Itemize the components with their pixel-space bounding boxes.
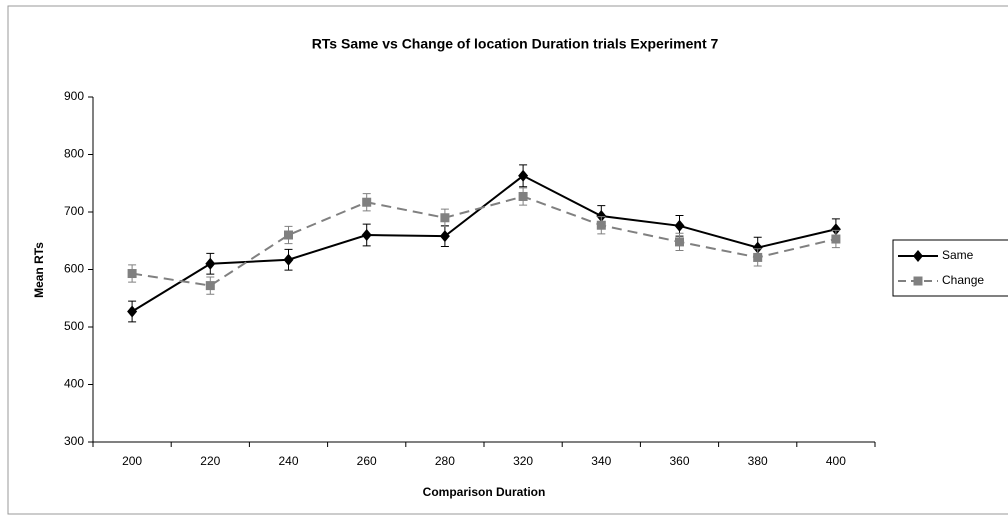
x-tick-label: 220 <box>200 454 220 468</box>
point <box>831 234 841 244</box>
point <box>439 230 450 243</box>
point <box>675 237 684 247</box>
y-tick-label: 800 <box>64 147 84 161</box>
point <box>362 197 372 207</box>
point <box>361 229 372 241</box>
x-tick-label: 240 <box>278 454 298 468</box>
legend-label: Same <box>942 248 974 262</box>
legend-marker <box>913 250 923 262</box>
x-tick-label: 400 <box>826 454 846 468</box>
point <box>674 219 685 232</box>
legend-label: Change <box>942 273 984 287</box>
point <box>440 213 450 223</box>
point <box>830 223 841 236</box>
x-tick-label: 200 <box>122 454 142 468</box>
point <box>127 269 137 279</box>
series-line <box>131 195 837 287</box>
point <box>127 305 138 318</box>
legend-box <box>892 239 1008 297</box>
point <box>284 230 293 240</box>
x-tick-label: 380 <box>748 454 768 468</box>
point <box>752 241 763 254</box>
x-tick-label: 260 <box>357 454 377 468</box>
y-axis-label: Mean RTs <box>32 242 46 298</box>
x-tick-label: 360 <box>669 454 689 468</box>
y-tick-label: 600 <box>64 262 84 276</box>
y-tick-label: 500 <box>64 319 84 333</box>
point <box>205 257 216 270</box>
y-tick-label: 400 <box>64 377 84 391</box>
x-tick-label: 340 <box>591 454 611 468</box>
y-tick-label: 900 <box>64 89 84 103</box>
point <box>283 253 294 266</box>
legend-marker <box>913 276 923 286</box>
point <box>596 220 606 230</box>
x-tick-label: 320 <box>513 454 533 468</box>
point <box>518 191 528 201</box>
point <box>753 252 763 262</box>
y-tick-label: 300 <box>64 434 84 448</box>
point <box>596 210 607 223</box>
x-tick-label: 280 <box>435 454 455 468</box>
point <box>518 169 529 182</box>
y-tick-label: 700 <box>64 204 84 218</box>
chart-frame <box>7 5 1008 515</box>
point <box>205 281 215 291</box>
series-line <box>131 174 837 313</box>
chart-title: RTs Same vs Change of location Duration … <box>312 36 719 52</box>
x-axis-label: Comparison Duration <box>423 485 546 499</box>
